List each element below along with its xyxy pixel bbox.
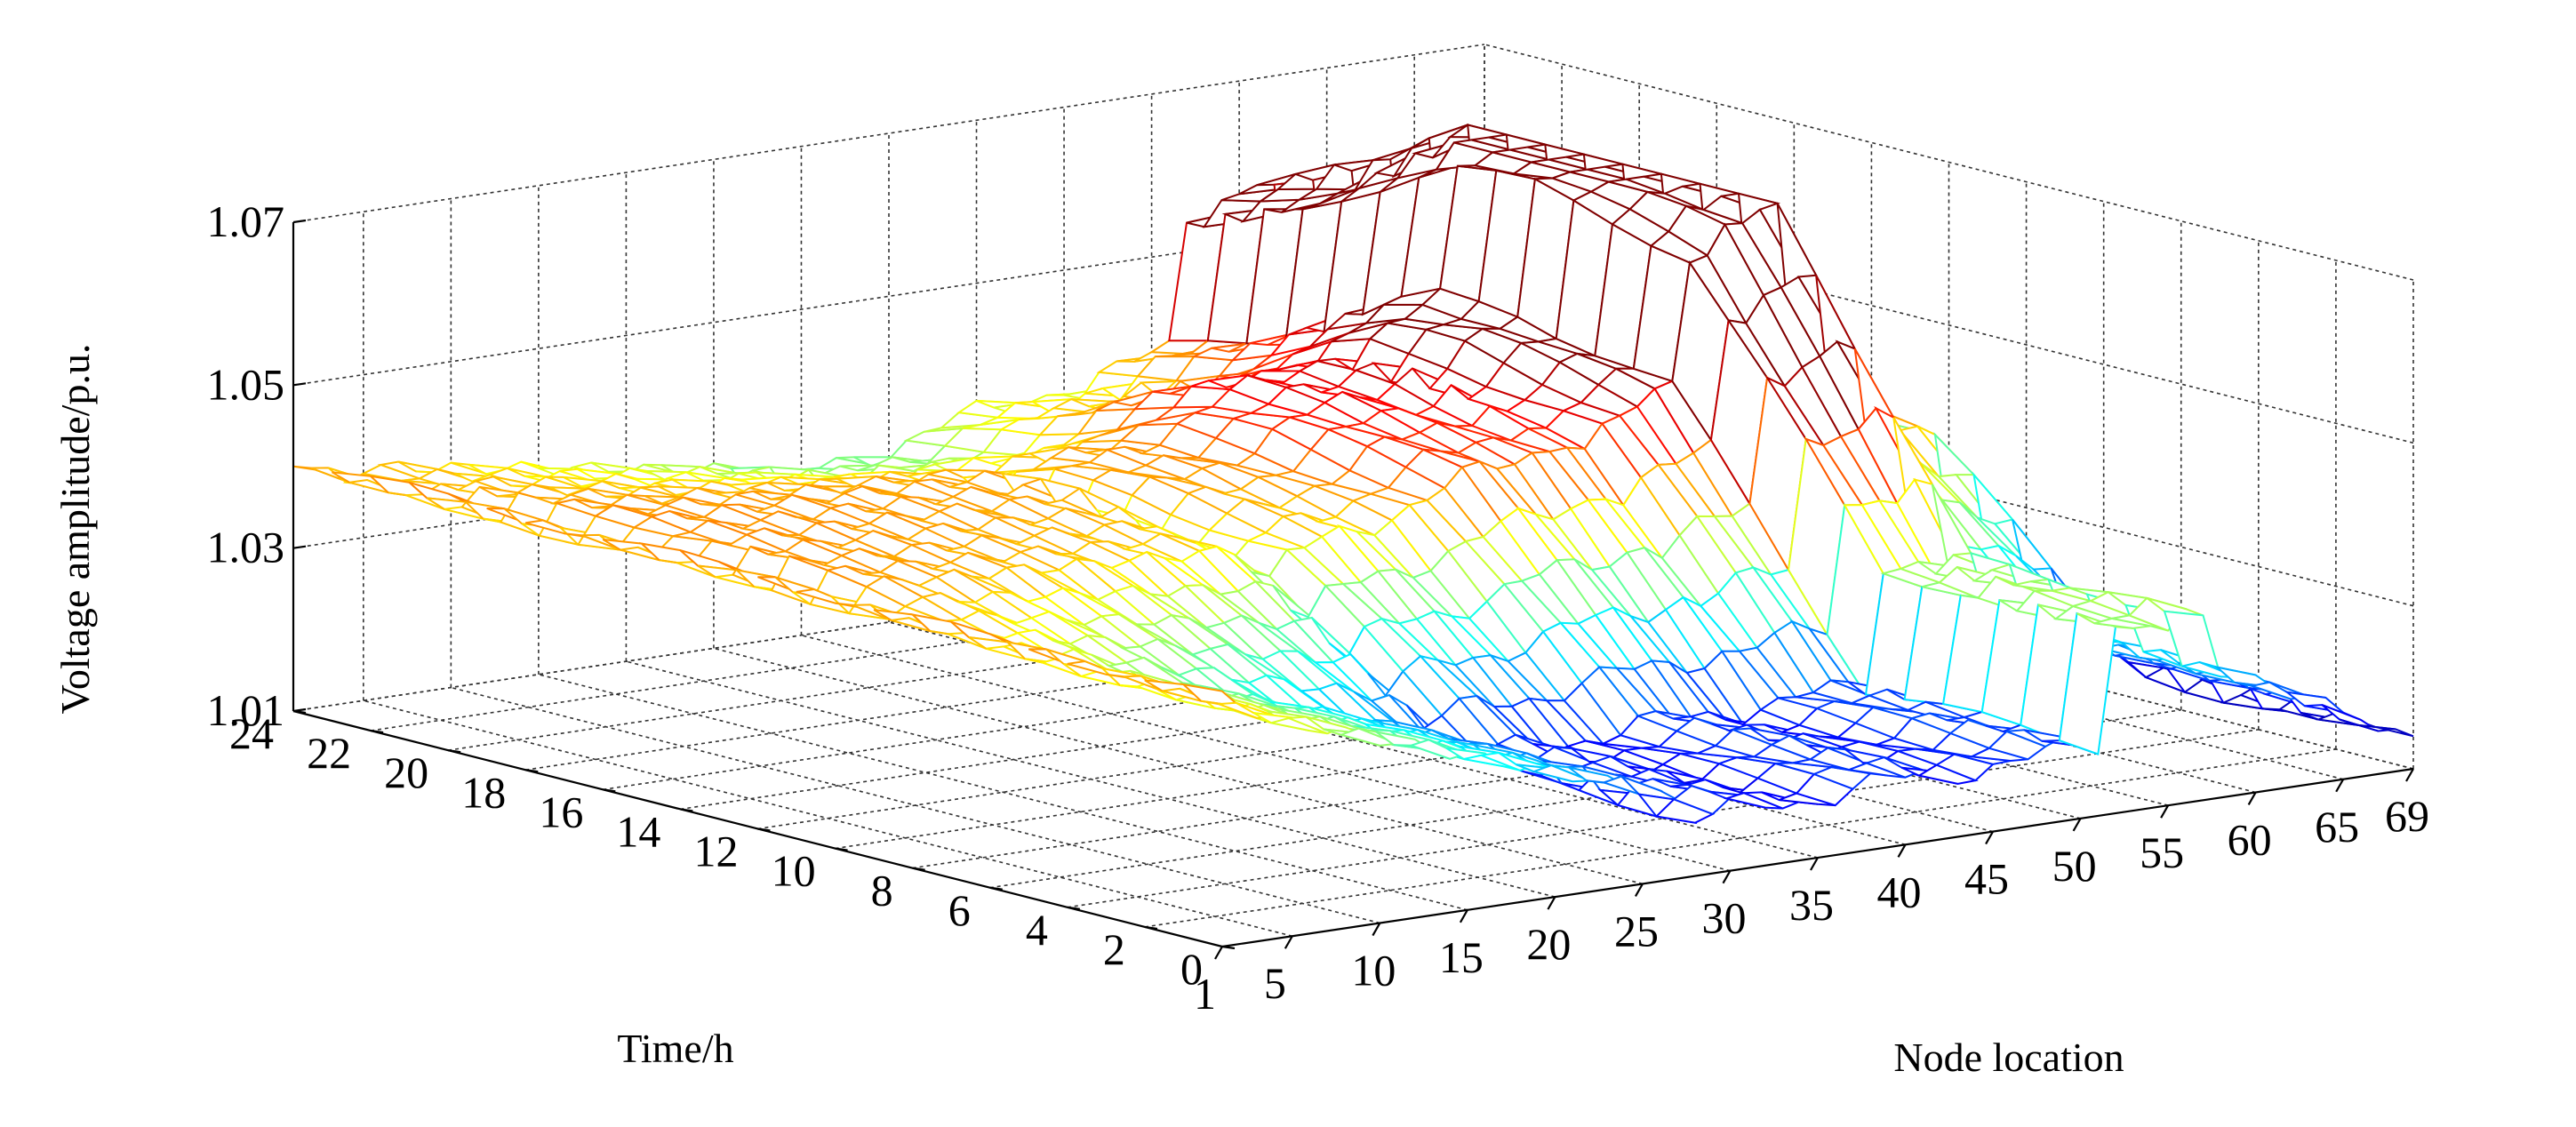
x-tick-label: 55 <box>2140 827 2184 877</box>
x-tick-mark <box>1897 843 1907 858</box>
x-tick-label: 10 <box>1351 946 1396 995</box>
floor-grid-line-x <box>538 674 1468 911</box>
z-axis-label: Voltage amplitude/p.u. <box>52 344 98 715</box>
y-tick-mark <box>292 709 307 715</box>
y-tick-mark <box>603 788 616 793</box>
surface-mesh <box>292 124 2414 825</box>
x-tick-mark <box>2405 768 2414 782</box>
x-tick-mark <box>2335 779 2345 793</box>
x-tick-label: 60 <box>2228 814 2272 864</box>
x-tick-label: 15 <box>1439 932 1484 982</box>
x-tick-mark <box>1372 922 1381 937</box>
y-tick-label: 24 <box>229 708 274 758</box>
y-tick-mark <box>370 729 384 734</box>
side-wall-horizontal-line <box>1484 44 2414 281</box>
x-tick-mark <box>2247 791 2257 806</box>
surface-cell <box>2356 723 2414 738</box>
y-tick-mark <box>835 847 848 851</box>
y-tick-mark <box>912 867 925 871</box>
x-tick-label: 1 <box>1194 969 1216 1019</box>
x-tick-mark <box>1459 909 1468 923</box>
x-tick-label: 45 <box>1964 854 2009 904</box>
y-tick-label: 16 <box>539 787 583 836</box>
y-tick-mark <box>1144 925 1158 931</box>
y-tick-mark <box>525 769 539 773</box>
y-tick-mark <box>448 749 461 754</box>
x-tick-mark <box>2072 818 2082 832</box>
x-tick-mark <box>1722 870 1732 884</box>
floor-grid-line-y <box>1067 729 2259 908</box>
y-tick-label: 22 <box>307 728 351 778</box>
y-axis-label: Time/h <box>617 1026 733 1071</box>
z-tick-label: 1.03 <box>207 523 285 572</box>
x-tick-label: 30 <box>1701 893 1746 943</box>
x-tick-mark <box>1547 896 1556 910</box>
z-tick-label: 1.05 <box>207 359 285 409</box>
x-tick-label: 25 <box>1614 906 1659 955</box>
y-tick-label: 4 <box>1026 905 1048 955</box>
x-tick-label: 65 <box>2315 802 2359 851</box>
floor-grid-line-y <box>1144 748 2337 928</box>
y-tick-label: 8 <box>871 866 893 915</box>
x-tick-mark <box>1810 857 1819 871</box>
y-tick-mark <box>757 827 771 832</box>
axes <box>292 219 2414 960</box>
y-tick-mark <box>1221 945 1236 950</box>
x-tick-label: 5 <box>1264 958 1286 1008</box>
floor-grid-line-x <box>363 699 1293 938</box>
y-tick-label: 2 <box>1103 924 1125 974</box>
z-tick-mark <box>292 219 307 224</box>
y-tick-label: 6 <box>948 885 971 935</box>
x-tick-mark <box>1985 831 1995 845</box>
x-tick-label: 35 <box>1789 880 1834 930</box>
floor-grid-line-x <box>713 647 1644 885</box>
z-tick-label: 1.07 <box>207 196 285 246</box>
x-tick-mark <box>1214 946 1223 960</box>
back-wall-horizontal-line <box>292 44 1485 223</box>
y-tick-label: 12 <box>694 827 739 876</box>
y-tick-label: 14 <box>616 806 660 856</box>
y-tick-mark <box>989 886 1003 891</box>
x-tick-label: 40 <box>1877 867 1922 916</box>
y-tick-label: 0 <box>1180 944 1203 994</box>
y-tick-mark <box>1067 906 1080 910</box>
z-tick-mark <box>292 545 307 549</box>
x-tick-label: 50 <box>2052 841 2097 891</box>
x-tick-mark <box>1634 883 1644 897</box>
x-axis-label: Node location <box>1893 1035 2124 1080</box>
y-tick-mark <box>680 808 693 812</box>
x-tick-label: 69 <box>2385 791 2429 841</box>
y-tick-label: 20 <box>384 747 428 797</box>
z-tick-label: 1.01 <box>207 685 285 735</box>
y-tick-label: 18 <box>461 767 506 817</box>
y-tick-label: 10 <box>772 846 816 896</box>
x-tick-mark <box>2160 804 2170 819</box>
x-tick-mark <box>1284 935 1293 949</box>
x-tick-label: 20 <box>1526 919 1571 969</box>
z-tick-mark <box>292 382 307 387</box>
